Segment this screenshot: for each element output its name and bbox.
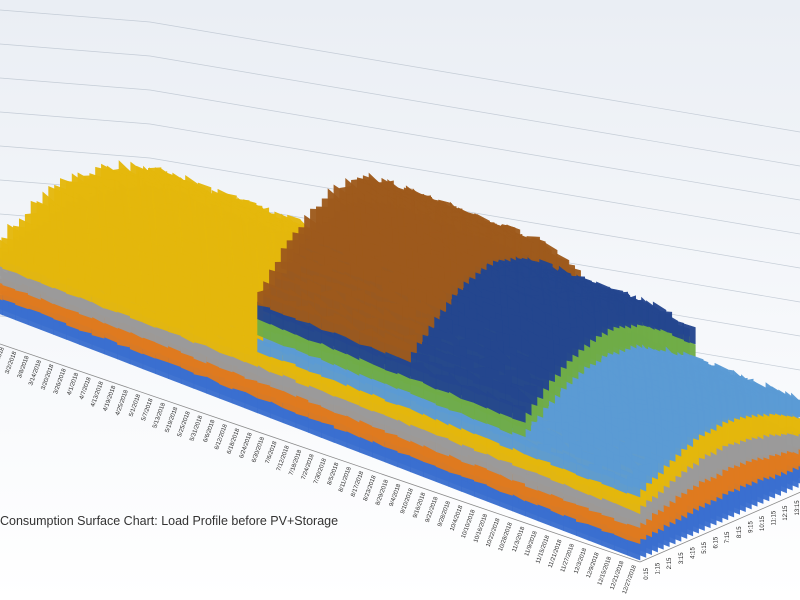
gridline	[0, 145, 800, 269]
surface-plot	[0, 160, 800, 561]
gridline	[0, 43, 800, 167]
gridline	[0, 9, 800, 133]
gridline	[0, 77, 800, 201]
gridline	[0, 111, 800, 235]
